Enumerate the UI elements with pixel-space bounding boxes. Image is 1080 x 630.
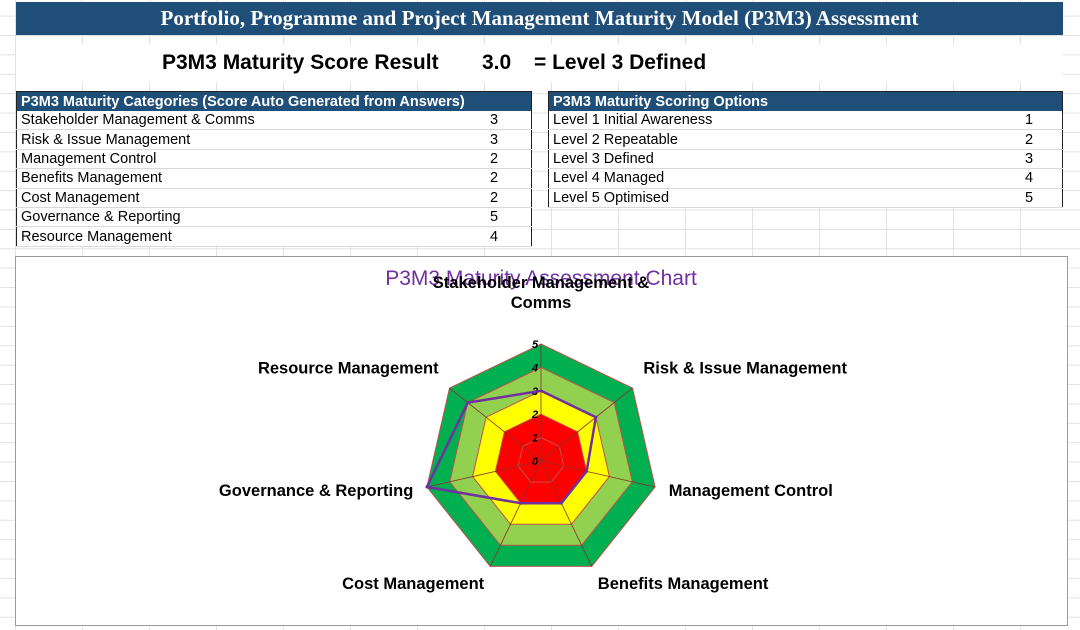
table-row: Stakeholder Management & Comms 3 xyxy=(16,111,532,131)
category-score: 3 xyxy=(457,111,532,131)
radar-tick-label: 5 xyxy=(532,339,539,351)
radar-data-point xyxy=(594,415,598,419)
option-label: Level 3 Defined xyxy=(548,149,996,170)
categories-table: P3M3 Maturity Categories (Score Auto Gen… xyxy=(16,91,532,247)
table-row: Level 4 Managed 4 xyxy=(548,168,1063,189)
category-score: 2 xyxy=(457,168,532,189)
table-row: Level 3 Defined 3 xyxy=(548,149,1063,170)
radar-axis-label: Governance & Reporting xyxy=(219,482,413,500)
table-row: Management Control 2 xyxy=(16,149,532,170)
category-label: Risk & Issue Management xyxy=(16,129,457,150)
category-label: Governance & Reporting xyxy=(16,207,457,228)
radar-tick-label: 1 xyxy=(532,433,538,445)
table-row: Cost Management 2 xyxy=(16,188,532,208)
category-label: Stakeholder Management & Comms xyxy=(16,111,457,131)
radar-tick-label: 0 xyxy=(532,456,539,468)
category-score: 3 xyxy=(457,129,532,150)
radar-data-point xyxy=(425,485,429,489)
chart-title: P3M3 Maturity Assessment Chart xyxy=(385,267,697,290)
radar-data-point xyxy=(466,401,470,405)
table-row: Benefits Management 2 xyxy=(16,168,532,189)
radar-spoke xyxy=(540,460,593,567)
option-score: 2 xyxy=(996,129,1063,150)
score-result: = Level 3 Defined xyxy=(534,51,707,74)
radar-tick-label: 2 xyxy=(531,409,538,421)
category-score: 4 xyxy=(457,226,532,247)
option-label: Level 4 Managed xyxy=(548,168,996,189)
option-label: Level 2 Repeatable xyxy=(548,129,996,150)
radar-data-point xyxy=(519,501,523,505)
category-score: 5 xyxy=(457,207,532,228)
radar-chart-svg: P3M3 Maturity Assessment Chart 012345Sta… xyxy=(219,267,848,593)
radar-data-point xyxy=(539,389,543,393)
page-title: Portfolio, Programme and Project Managem… xyxy=(16,2,1063,35)
option-label: Level 5 Optimised xyxy=(548,188,996,208)
radar-axis-label: Resource Management xyxy=(258,359,439,377)
radar-axis-label: Management Control xyxy=(669,482,833,500)
radar-axis-label: Stakeholder Management & Comms xyxy=(433,274,649,312)
category-label: Benefits Management xyxy=(16,168,457,189)
score-summary: P3M3 Maturity Score Result 3.0 = Level 3… xyxy=(16,44,1063,82)
table-row: Resource Management 4 xyxy=(16,226,532,247)
option-score: 4 xyxy=(996,168,1063,189)
radar-axis-label: Cost Management xyxy=(342,575,485,593)
category-score: 2 xyxy=(457,149,532,170)
option-score: 1 xyxy=(996,111,1063,131)
option-score: 5 xyxy=(996,188,1063,208)
scoring-options-table: P3M3 Maturity Scoring Options Level 1 In… xyxy=(548,91,1063,208)
categories-table-header: P3M3 Maturity Categories (Score Auto Gen… xyxy=(16,91,532,111)
radar-spoke xyxy=(449,387,542,462)
category-label: Resource Management xyxy=(16,226,457,247)
table-row: Level 1 Initial Awareness 1 xyxy=(548,111,1063,131)
table-row: Risk & Issue Management 3 xyxy=(16,129,532,150)
radar-series-line xyxy=(425,389,598,505)
radar-spoke xyxy=(426,460,542,488)
radar-chart: P3M3 Maturity Assessment Chart 0 1 2 3 4 5 Sta… xyxy=(15,256,1068,626)
radar-data-point xyxy=(585,469,589,473)
table-row: Governance & Reporting 5 xyxy=(16,207,532,228)
category-label: Cost Management xyxy=(16,188,457,208)
category-score: 2 xyxy=(457,188,532,208)
radar-tick-label: 4 xyxy=(531,362,538,374)
radar-spoke xyxy=(540,387,633,462)
table-row: Level 2 Repeatable 2 xyxy=(548,129,1063,150)
option-score: 3 xyxy=(996,149,1063,170)
radar-spoke xyxy=(489,460,542,567)
option-label: Level 1 Initial Awareness xyxy=(548,111,996,131)
score-label: P3M3 Maturity Score Result xyxy=(162,51,439,74)
radar-axis-label: Risk & Issue Management xyxy=(643,359,847,377)
radar-axis-label: Benefits Management xyxy=(598,575,769,593)
category-label: Management Control xyxy=(16,149,457,170)
table-row: Level 5 Optimised 5 xyxy=(548,188,1063,208)
radar-data-point xyxy=(559,501,563,505)
scoring-options-header: P3M3 Maturity Scoring Options xyxy=(548,91,1063,111)
score-value: 3.0 xyxy=(482,51,512,74)
radar-spoke xyxy=(540,460,656,488)
